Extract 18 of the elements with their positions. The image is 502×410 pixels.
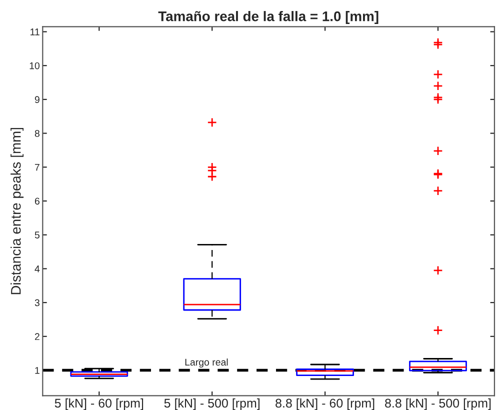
y-tick-label: 8: [34, 130, 40, 137]
x-tick-label: 5 [kN] - 60 [rpm]: [54, 398, 144, 410]
x-tick-label: 8.8 [kN] - 60 [rpm]: [276, 398, 374, 410]
y-tick-label: 5: [34, 232, 40, 238]
x-tick-label: 8.8 [kN] - 500 [rpm]: [385, 398, 491, 410]
ref-line-label: Largo real: [185, 358, 228, 368]
y-tick-label: 1: [35, 367, 40, 374]
y-tick-label: 9: [34, 96, 40, 104]
x-tick-label: 5 [kN] - 500 [rpm]: [164, 398, 260, 410]
chart-title: Tamaño real de la falla = 1.0 [mm]: [158, 11, 378, 24]
y-tick-label: 6: [34, 198, 40, 205]
y-tick-label: 2: [34, 333, 40, 340]
y-tick-label: 4: [34, 266, 40, 272]
y-tick-label: 11: [30, 28, 40, 36]
y-tick-label: 10: [30, 62, 40, 70]
y-tick-label: 3: [34, 299, 40, 306]
y-axis-title: Distancia entre peaks [mm]: [10, 128, 24, 294]
y-tick-label: 7: [34, 164, 40, 171]
